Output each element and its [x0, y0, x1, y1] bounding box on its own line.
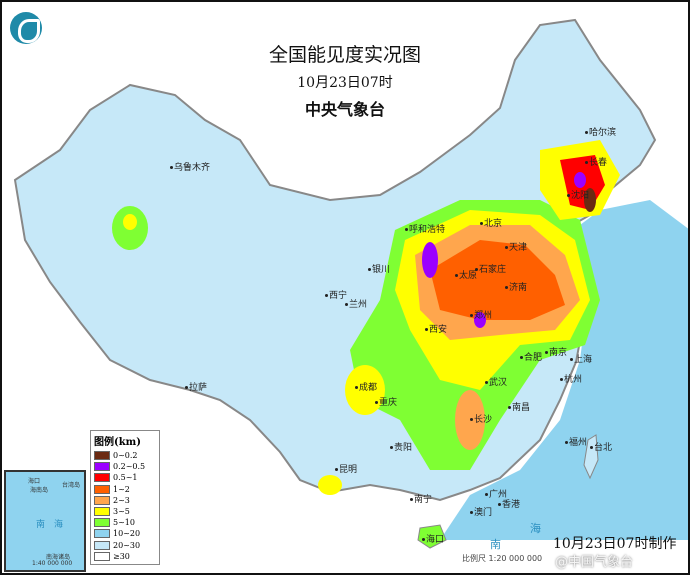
legend-item: 0.5~1 [94, 472, 156, 483]
legend-label: 0~0.2 [113, 451, 138, 461]
city-label: 上海 [570, 352, 592, 365]
inset-label: 台湾岛 [62, 482, 81, 489]
legend-label: 5~10 [113, 518, 135, 528]
inset-label: 南海诸岛 [46, 554, 71, 561]
legend-swatch [94, 462, 110, 472]
city-label: 成都 [355, 380, 377, 393]
map-issuer: 中央气象台 [304, 100, 385, 119]
legend-label: 2~3 [113, 495, 130, 505]
city-label: 乌鲁木齐 [170, 160, 210, 173]
legend-swatch [94, 451, 110, 461]
sea-label: 海 [530, 522, 541, 535]
map-scale: 比例尺 1:20 000 000 [462, 554, 543, 563]
city-label: 太原 [455, 268, 477, 281]
inset-scale: 1:40 000 000 [32, 560, 73, 567]
made-time: 10月23日07时制作 [553, 536, 677, 552]
city-label: 昆明 [335, 462, 357, 475]
city-label: 杭州 [560, 372, 582, 385]
legend-item: 0.2~0.5 [94, 461, 156, 472]
city-label: 贵阳 [390, 440, 412, 453]
city-label: 台北 [590, 440, 612, 453]
legend-item: 3~5 [94, 506, 156, 517]
city-label: 南宁 [410, 492, 432, 505]
city-label: 天津 [505, 240, 527, 253]
watermark: @中国气象台 [555, 555, 634, 570]
legend-title: 图例(km) [94, 437, 141, 448]
city-label: 武汉 [485, 375, 507, 388]
city-label: 济南 [505, 280, 527, 293]
legend-swatch [94, 473, 110, 483]
legend-item: 0~0.2 [94, 450, 156, 461]
legend-item: 20~30 [94, 540, 156, 551]
legend-label: 1~2 [113, 484, 130, 494]
map-time: 10月23日07时 [297, 75, 393, 91]
city-label: 合肥 [520, 350, 542, 363]
cma-logo [10, 12, 42, 44]
city-label: 哈尔滨 [585, 125, 616, 138]
city-label: 长沙 [470, 412, 492, 425]
city-label: 南昌 [508, 400, 530, 413]
legend-swatch [94, 507, 110, 517]
legend-label: 3~5 [113, 507, 130, 517]
map-title: 全国能见度实况图 [268, 44, 421, 66]
legend-label: 0.5~1 [113, 473, 138, 483]
legend-item: 2~3 [94, 495, 156, 506]
sea-label: 南 [490, 538, 501, 551]
inset-label: 南 [36, 520, 46, 530]
city-label: 沈阳 [567, 188, 589, 201]
legend-item: ≥30 [94, 551, 156, 562]
legend-item: 1~2 [94, 484, 156, 495]
legend-swatch [94, 518, 110, 528]
legend-label: 20~30 [113, 540, 141, 550]
sea-area [440, 200, 690, 540]
legend-label: 0.2~0.5 [113, 462, 146, 472]
legend-swatch [94, 484, 110, 494]
city-label: 广州 [485, 487, 507, 500]
city-label: 福州 [565, 435, 587, 448]
legend-swatch [94, 540, 110, 550]
legend-label: ≥30 [113, 551, 130, 561]
city-label: 海口 [422, 532, 444, 545]
south-china-sea-inset: 海口 海南岛 台湾岛 南 海 南海诸岛 1:40 000 000 [4, 470, 86, 572]
inset-label: 海 [54, 520, 64, 530]
inset-label: 海南岛 [30, 487, 49, 494]
city-label: 长春 [585, 155, 607, 168]
city-label: 重庆 [375, 395, 397, 408]
city-label: 兰州 [345, 297, 367, 310]
city-label: 拉萨 [185, 380, 207, 393]
city-label: 呼和浩特 [405, 222, 445, 235]
city-label: 香港 [498, 497, 520, 510]
legend-label: 10~20 [113, 529, 141, 539]
legend-item: 5~10 [94, 517, 156, 528]
legend-item: 10~20 [94, 528, 156, 539]
city-label: 郑州 [470, 308, 492, 321]
city-label: 北京 [480, 216, 502, 229]
legend: 图例(km) 0~0.2 0.2~0.5 0.5~1 1~2 2~3 3~5 5~10 10~… [90, 430, 160, 565]
city-label: 南京 [545, 345, 567, 358]
legend-swatch [94, 529, 110, 539]
legend-swatch [94, 551, 110, 561]
city-label: 银川 [368, 262, 390, 275]
city-label: 石家庄 [475, 262, 506, 275]
city-label: 西宁 [325, 288, 347, 301]
legend-swatch [94, 495, 110, 505]
city-label: 澳门 [470, 505, 492, 518]
city-label: 西安 [425, 322, 447, 335]
inset-label: 海口 [28, 478, 41, 485]
visibility-zones [112, 140, 620, 495]
